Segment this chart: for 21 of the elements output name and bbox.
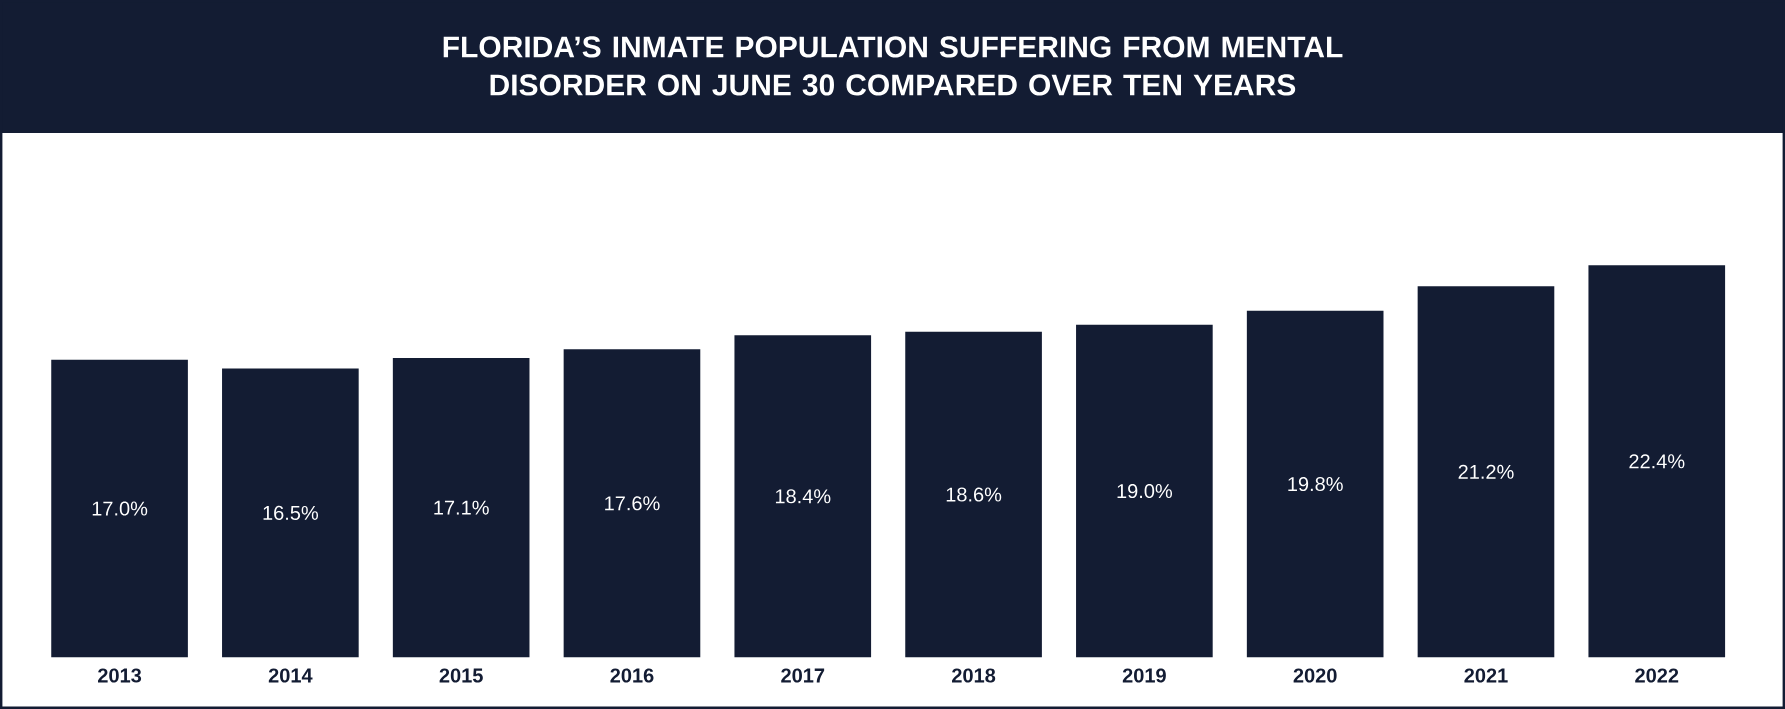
- chart-title: FLORIDA’S INMATE POPULATION SUFFERING FROM MENTAL DISORDER ON JUNE 30 COMPARED OVER TEN YEARS: [443, 36, 1343, 96]
- data-label: 19.8%: [1288, 476, 1343, 492]
- x-tick-label: 2017: [781, 668, 825, 683]
- data-label: 18.4%: [775, 489, 831, 504]
- data-label: 22.4%: [1629, 454, 1685, 469]
- x-tick-label: 2014: [268, 668, 313, 683]
- data-label: 17.6%: [605, 496, 660, 511]
- data-label: 16.5%: [263, 505, 319, 520]
- data-label: 19.0%: [1117, 483, 1173, 499]
- x-tick-label: 2022: [1635, 668, 1679, 683]
- data-label: 21.2%: [1458, 464, 1514, 479]
- x-tick-label: 2020: [1293, 668, 1337, 683]
- x-tick-label: 2018: [952, 668, 996, 683]
- x-tick-label: 2019: [1122, 668, 1166, 683]
- x-tick-label: 2016: [610, 668, 654, 683]
- data-label: 17.0%: [92, 501, 148, 516]
- data-label: 17.1%: [434, 500, 489, 515]
- x-tick-label: 2013: [98, 668, 142, 683]
- x-tick-label: 2021: [1464, 668, 1508, 683]
- x-tick-label: 2015: [439, 668, 483, 683]
- data-label: 18.6%: [946, 487, 1002, 502]
